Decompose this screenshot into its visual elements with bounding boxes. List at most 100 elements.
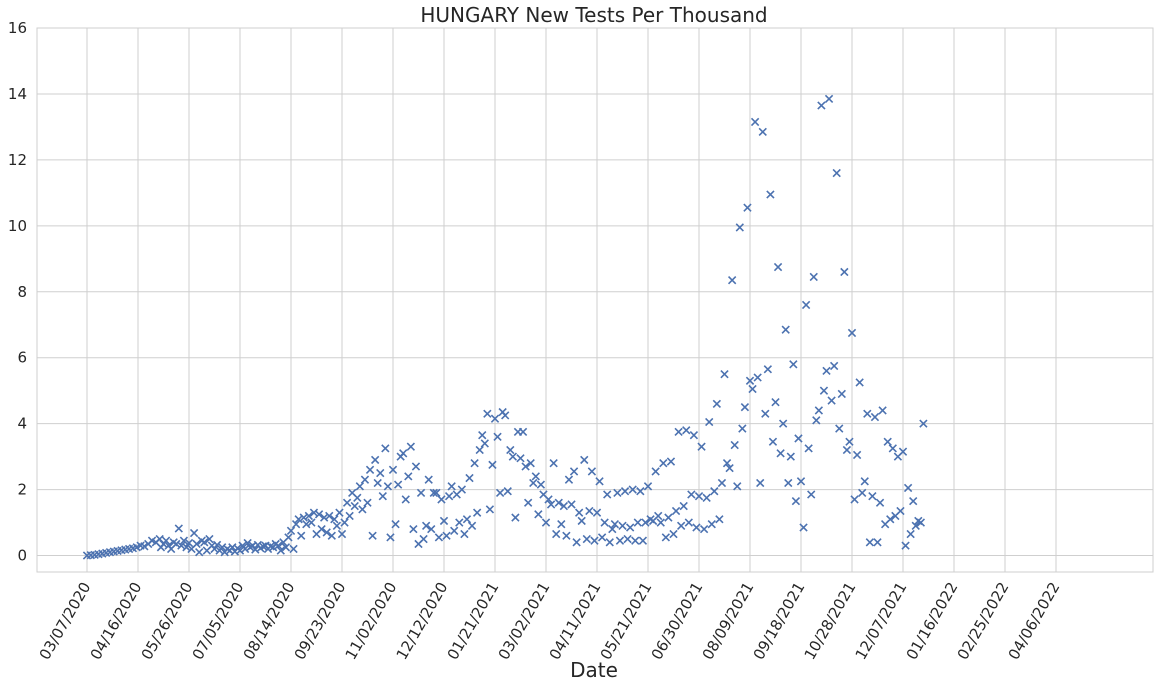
data-point [286,526,296,535]
data-point [615,536,625,545]
data-point [404,472,413,481]
data-point [483,409,492,418]
data-point [608,524,617,534]
y-tick-label: 4 [17,415,27,433]
data-point [814,406,824,415]
data-point [911,521,920,531]
data-point [495,488,505,498]
data-point [809,272,818,282]
data-point [697,442,706,451]
data-point [439,516,449,526]
x-tick-label: 11/02/2020 [342,579,401,663]
data-point [865,538,875,547]
data-point [444,492,454,501]
data-point [294,515,303,524]
data-point [140,542,149,551]
data-point [322,528,331,537]
data-point [274,541,283,550]
data-point [916,518,926,527]
data-point [332,521,342,531]
data-point [557,520,566,529]
data-point [302,520,311,529]
data-point [654,511,663,521]
x-tick-label: 12/12/2020 [393,579,452,663]
data-point [712,399,722,409]
data-point [666,457,676,466]
data-point [733,482,742,491]
data-point [376,468,385,478]
x-tick-label: 05/21/2021 [597,579,656,663]
x-tick-label: 09/23/2020 [291,579,350,663]
data-point [625,523,635,532]
data-point [243,538,252,548]
data-point [182,543,191,552]
data-point [847,328,857,338]
data-point [674,427,683,437]
data-point [771,398,780,407]
x-tick-label: 04/11/2021 [546,579,605,663]
data-point [896,506,905,516]
data-point [791,496,801,506]
data-point [656,518,665,527]
data-point [546,500,556,509]
data-point [365,465,375,474]
data-point [421,521,431,531]
x-tick-label: 06/30/2021 [648,579,707,663]
data-point [189,528,199,538]
data-point [564,475,574,484]
data-point [620,487,630,496]
data-point [429,488,438,498]
data-point [661,533,671,542]
data-point [411,462,421,471]
data-point [485,505,495,514]
data-point [799,523,808,532]
data-point [781,325,790,334]
data-point [883,437,892,446]
data-point [898,447,908,456]
data-point [174,524,183,533]
data-point [817,101,826,110]
data-point [536,480,546,489]
y-tick-label: 12 [8,151,27,169]
data-point [350,501,359,511]
data-point [710,487,719,496]
data-point [807,490,816,499]
data-point [761,409,770,418]
x-tick-label: 03/02/2021 [495,579,554,663]
data-point [455,518,464,527]
data-point [523,498,533,507]
data-point [855,378,864,387]
data-point [317,524,326,534]
data-point [756,478,765,488]
data-point [643,482,653,491]
data-point [829,361,839,371]
x-tick-label: 01/16/2022 [903,579,962,663]
data-point [796,477,806,486]
data-point [511,513,520,522]
data-point [717,478,727,488]
data-point [577,516,586,526]
data-point [819,386,829,395]
data-point [605,538,614,547]
data-point [378,492,387,501]
x-tick-label: 08/09/2021 [699,579,758,663]
data-point [319,513,329,522]
data-point [337,529,347,539]
data-point [355,482,365,491]
data-point [200,538,209,547]
data-point [919,419,928,428]
data-point [383,482,393,491]
data-point [745,376,755,385]
data-point [694,492,704,501]
data-point [730,440,739,450]
data-point [832,168,841,178]
data-point [753,373,762,382]
data-point [613,488,622,498]
data-point [590,536,599,545]
y-tick-label: 2 [17,481,27,499]
data-point [307,518,316,527]
data-point [212,540,222,550]
data-point [297,531,306,540]
data-point [345,511,354,521]
